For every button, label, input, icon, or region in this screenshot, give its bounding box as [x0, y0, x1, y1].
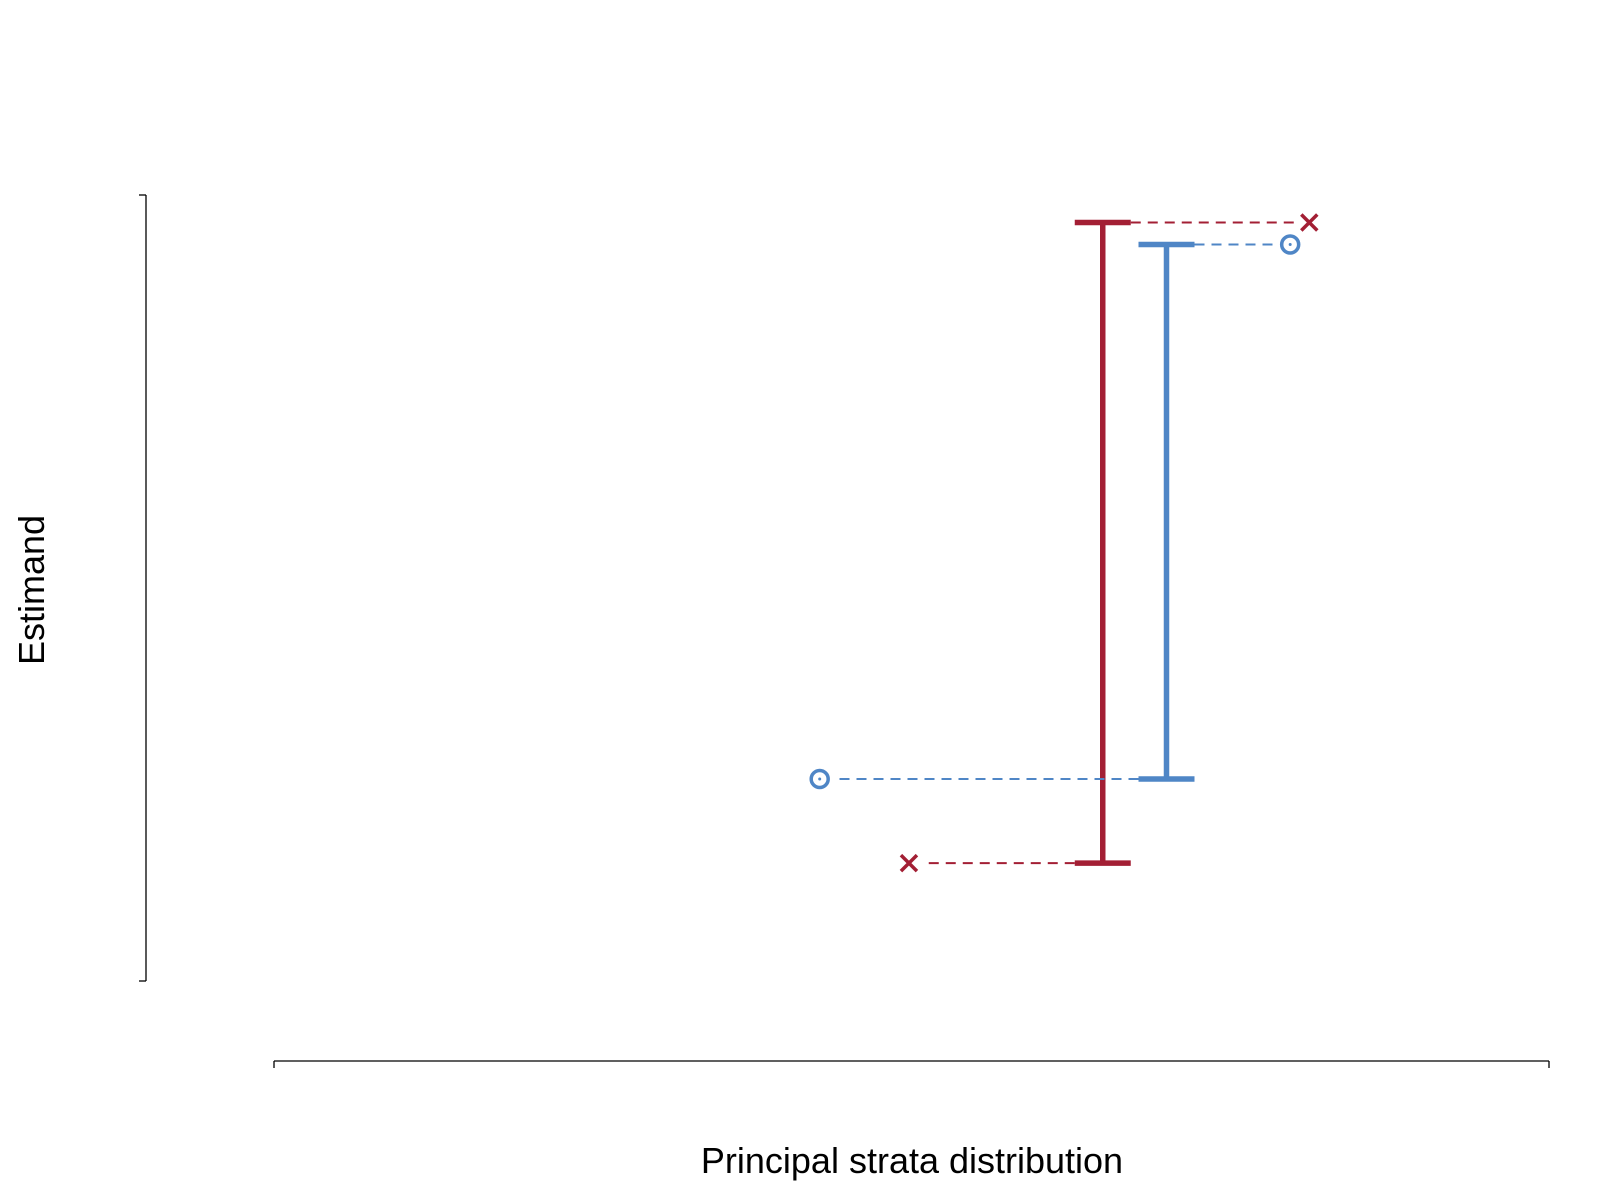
series-0 — [899, 213, 1319, 873]
point-upper-x-marker — [1300, 213, 1319, 232]
marks — [809, 213, 1319, 873]
axes — [139, 194, 1550, 1068]
point-lower-x-marker — [899, 853, 919, 873]
y-axis-label: Estimand — [11, 515, 52, 665]
x-axis-label: Principal strata distribution — [701, 1140, 1123, 1181]
series-1 — [809, 234, 1301, 790]
point-lower-circle-dot — [818, 777, 822, 781]
point-upper-circle-dot — [1288, 243, 1292, 247]
